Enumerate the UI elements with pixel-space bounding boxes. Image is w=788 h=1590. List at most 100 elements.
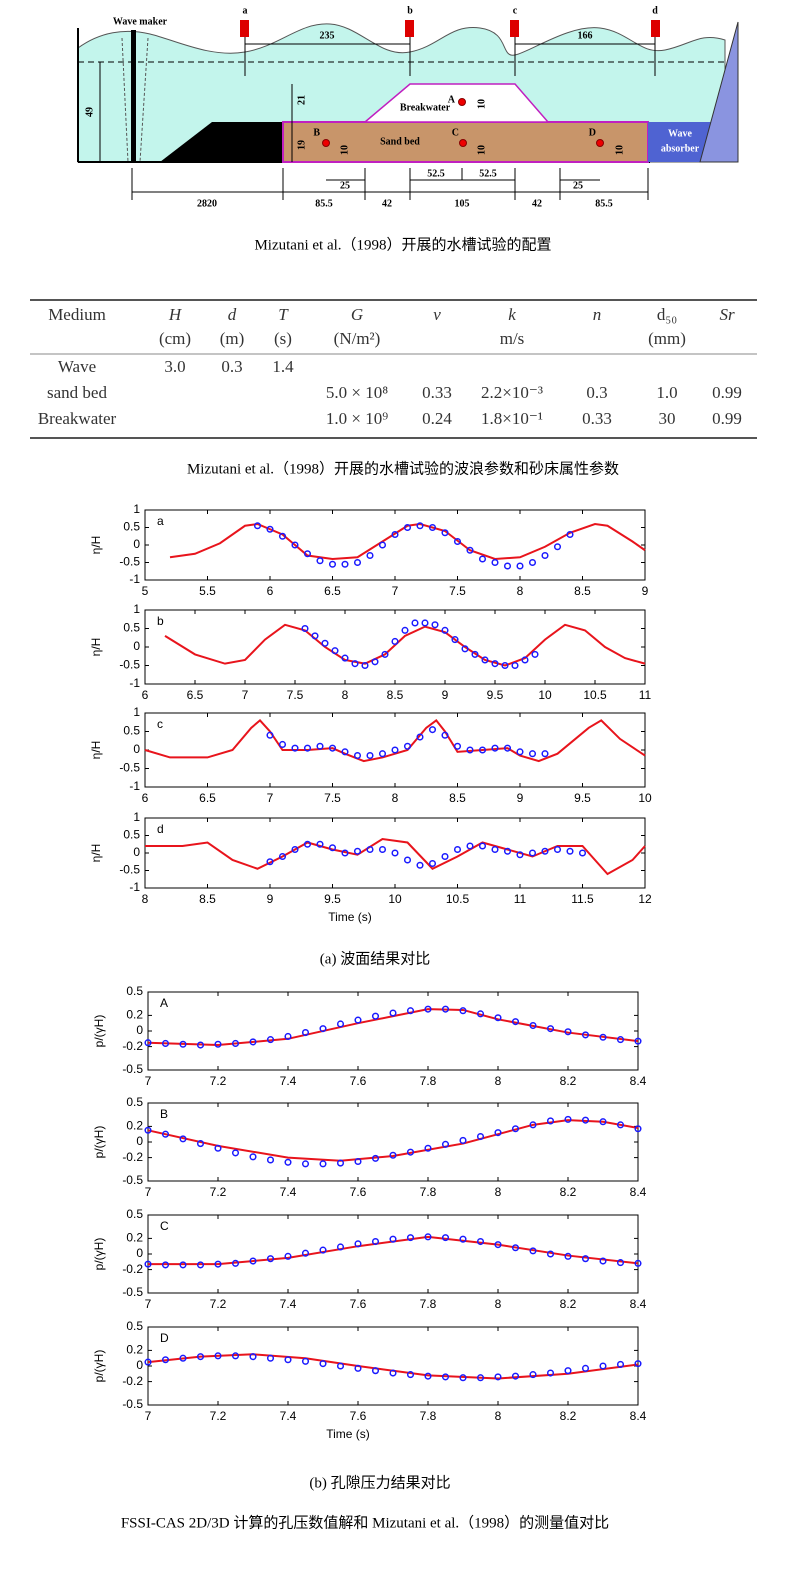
- gauge: [240, 20, 249, 37]
- data-point: [316, 840, 324, 848]
- label: Wave: [668, 128, 692, 139]
- data-point: [599, 1257, 607, 1265]
- x-tick-label: 7: [145, 1297, 152, 1311]
- data-point: [424, 1372, 432, 1380]
- data-line: [145, 837, 646, 876]
- data-point: [511, 1125, 520, 1133]
- data-point: [341, 560, 349, 568]
- data-point: [494, 1129, 502, 1137]
- data-point: [546, 1025, 555, 1033]
- x-tick-label: 7.4: [280, 1297, 297, 1311]
- data-point: [424, 1233, 432, 1241]
- data-point: [416, 861, 424, 869]
- table-cell: 30: [659, 409, 676, 428]
- x-axis-label: Time (s): [326, 1427, 370, 1441]
- data-point: [249, 1153, 257, 1161]
- data-point: [403, 523, 412, 532]
- table-cell: 1.0: [656, 383, 677, 402]
- data-point: [371, 658, 379, 666]
- data-point: [511, 1018, 520, 1026]
- x-tick-label: 7: [145, 1185, 152, 1199]
- gauges: [240, 20, 660, 37]
- y-axis-label: η/H: [89, 741, 103, 760]
- data-point: [284, 1032, 292, 1041]
- x-tick-label: 9: [517, 791, 524, 805]
- table-header: Medium: [48, 305, 106, 324]
- table-unit: (m): [220, 329, 245, 348]
- y-tick-label: 1: [133, 705, 140, 719]
- dimension: 2820: [197, 198, 217, 209]
- data-point: [441, 1140, 450, 1148]
- table-unit: (N/m²): [334, 329, 381, 348]
- x-tick-label: 7.8: [420, 1297, 437, 1311]
- x-tick-label: 9: [267, 892, 274, 906]
- data-point: [354, 1016, 362, 1024]
- x-tick-label: 8.2: [560, 1185, 577, 1199]
- data-point: [581, 1255, 590, 1263]
- data-point: [599, 1118, 607, 1126]
- panel-label: D: [160, 1331, 169, 1345]
- x-tick-label: 8.4: [630, 1074, 647, 1088]
- data-point: [581, 1116, 590, 1124]
- data-point: [459, 1235, 467, 1243]
- dimension: 235: [320, 30, 335, 41]
- x-tick-label: 9.5: [324, 892, 341, 906]
- data-point: [501, 661, 509, 670]
- data-line: [147, 1119, 639, 1162]
- table-cell: Breakwater: [38, 409, 117, 428]
- x-tick-label: 6: [142, 688, 149, 702]
- y-tick-label: 0.5: [123, 520, 140, 534]
- dimension: 25: [573, 180, 583, 191]
- y-tick-label: 0.5: [123, 724, 140, 738]
- table-unit: m/s: [500, 329, 525, 348]
- sensor: [322, 139, 330, 147]
- data-point: [581, 1364, 590, 1372]
- data-point: [303, 744, 312, 752]
- x-tick-label: 9.5: [574, 791, 591, 805]
- x-tick-label: 8: [342, 688, 349, 702]
- data-point: [389, 1009, 397, 1017]
- table-cell: 0.99: [712, 409, 742, 428]
- data-point: [266, 525, 274, 533]
- dimension: 25: [340, 180, 350, 191]
- data-point: [351, 660, 359, 668]
- caption: Mizutani et al.（1998）开展的水槽试验的波浪参数和砂床属性参数: [187, 460, 619, 477]
- panel-label: A: [160, 996, 168, 1010]
- data-point: [321, 639, 329, 647]
- data-point: [516, 851, 524, 859]
- data-point: [564, 1367, 572, 1375]
- y-tick-label: -0.2: [122, 1150, 143, 1164]
- data-point: [179, 1135, 187, 1143]
- y-tick-label: -0.5: [122, 1173, 143, 1187]
- data-point: [441, 731, 449, 739]
- data-point: [459, 1374, 467, 1382]
- breakwater: [362, 83, 550, 123]
- data-point: [546, 1117, 555, 1125]
- data-point: [511, 1372, 520, 1380]
- data-point: [291, 541, 299, 549]
- sensor: [459, 139, 467, 147]
- x-tick-label: 8: [517, 584, 524, 598]
- label: b: [407, 5, 413, 16]
- table-cell: 3.0: [164, 357, 185, 376]
- data-point: [453, 845, 462, 854]
- data-point: [451, 636, 459, 644]
- data-point: [328, 560, 337, 568]
- table-cell: 5.0 × 10⁸: [326, 383, 388, 402]
- x-tick-label: 8: [142, 892, 149, 906]
- data-point: [144, 1126, 152, 1134]
- panel-label: c: [157, 717, 163, 731]
- data-point: [476, 1010, 485, 1018]
- data-point: [336, 1020, 345, 1028]
- data-point: [494, 1373, 502, 1381]
- table-cell: 0.99: [712, 383, 742, 402]
- y-tick-label: -0.2: [122, 1374, 143, 1388]
- sensor: [458, 98, 466, 106]
- y-tick-label: 0.2: [126, 1231, 143, 1245]
- x-tick-label: 8.5: [449, 791, 466, 805]
- x-tick-label: 7.5: [287, 688, 304, 702]
- x-tick-label: 8.4: [630, 1297, 647, 1311]
- data-point: [428, 859, 437, 868]
- dimension: 52.5: [479, 168, 497, 179]
- data-point: [278, 532, 287, 540]
